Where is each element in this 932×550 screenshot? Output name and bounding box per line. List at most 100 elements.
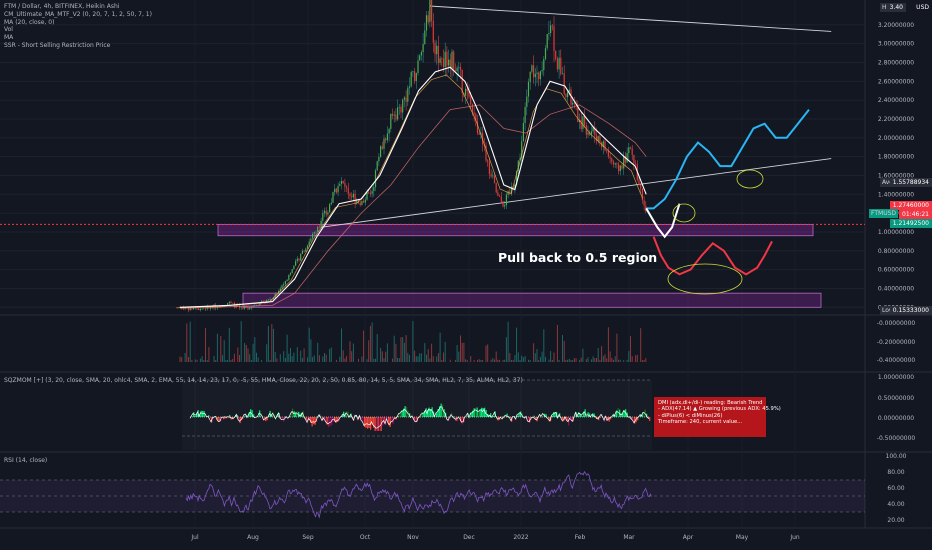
volume-bar bbox=[339, 356, 341, 362]
volume-bar bbox=[536, 349, 538, 362]
candle-body bbox=[232, 302, 234, 304]
volume-bar bbox=[351, 351, 353, 362]
volume-bar bbox=[456, 344, 458, 362]
volume-bar bbox=[274, 351, 276, 362]
volume-bar bbox=[346, 356, 348, 362]
candle-body bbox=[497, 192, 499, 196]
candle-body bbox=[281, 285, 283, 289]
candle-body bbox=[378, 156, 380, 162]
volume-bar bbox=[324, 352, 325, 362]
volume-bar bbox=[414, 350, 416, 362]
candle-body bbox=[356, 200, 358, 204]
sqz-histogram-bar bbox=[371, 417, 373, 425]
volume-bar bbox=[407, 352, 409, 362]
candle-body bbox=[611, 158, 613, 162]
legend-line[interactable]: MA (20, close, 0) bbox=[4, 18, 55, 26]
sqz-histogram-bar bbox=[217, 417, 219, 421]
candle-body bbox=[531, 65, 533, 72]
legend-title[interactable]: FTM / Dollar, 4h, BITFINEX, Heikin Ashi bbox=[4, 3, 120, 10]
sqz-histogram-bar bbox=[520, 411, 522, 417]
candle-body bbox=[395, 114, 397, 120]
sqz-histogram-bar bbox=[298, 411, 300, 417]
price-axis[interactable]: 3.20000000 3.00000000 2.80000000 2.60000000… bbox=[877, 22, 916, 524]
sqz-histogram-bar bbox=[434, 416, 436, 417]
candle-body bbox=[397, 107, 399, 120]
legend-line[interactable]: SSR - Short Selling Restriction Price bbox=[4, 41, 111, 49]
sqz-histogram-bar bbox=[361, 417, 363, 421]
volume-bar bbox=[186, 323, 188, 362]
volume-bar bbox=[630, 336, 631, 362]
volume-bar bbox=[604, 354, 606, 362]
sqz-histogram-bar bbox=[509, 417, 511, 418]
candle-body bbox=[449, 59, 451, 69]
sqz-histogram-bar bbox=[362, 417, 364, 424]
volume-bar bbox=[443, 352, 444, 362]
highlight-ellipse bbox=[667, 263, 743, 295]
candle-body bbox=[504, 205, 506, 207]
volume-bar bbox=[441, 359, 443, 362]
volume-bar bbox=[613, 359, 614, 362]
sqz-histogram-bar bbox=[271, 414, 273, 417]
time-tick-label: Feb bbox=[575, 534, 586, 541]
sqz-histogram-bar bbox=[398, 413, 400, 417]
low-label: Low bbox=[880, 306, 896, 315]
volume-bar bbox=[290, 347, 291, 362]
volume-bar bbox=[545, 356, 546, 362]
volume-bar bbox=[385, 351, 387, 362]
sqz-histogram-bar bbox=[227, 417, 229, 419]
volume-bar bbox=[482, 359, 484, 362]
sqz-histogram-bar bbox=[208, 415, 210, 417]
sqz-histogram-bar bbox=[614, 414, 616, 417]
sqz-histogram-bar bbox=[311, 417, 313, 427]
volume-bar bbox=[436, 356, 438, 362]
sqzmom-legend[interactable]: SQZMOM [+] (3, 20, close, SMA, 20, ohlc4… bbox=[4, 377, 523, 384]
candle-body bbox=[269, 299, 271, 300]
time-axis[interactable]: Jul Aug Sep Oct Nov Dec 2022 Feb Mar Apr May Jun bbox=[190, 534, 800, 541]
volume-bar bbox=[352, 343, 354, 362]
candle-body bbox=[410, 72, 412, 87]
volume-bar bbox=[203, 359, 205, 362]
volume-bar bbox=[237, 347, 239, 362]
sqz-histogram-bar bbox=[460, 417, 462, 422]
sqz-histogram-bar bbox=[422, 412, 424, 417]
volume-bar bbox=[618, 359, 620, 362]
sqz-histogram-bar bbox=[446, 417, 448, 418]
volume-bar bbox=[487, 344, 489, 362]
sqz-histogram-bar bbox=[305, 417, 307, 421]
candle-body bbox=[363, 201, 365, 203]
legend-line[interactable]: CM_Ultimate_MA_MTF_V2 (0, 20, 7, 1, 2, 5… bbox=[4, 10, 152, 18]
candle-body bbox=[628, 147, 630, 154]
candle-body bbox=[329, 204, 331, 213]
candle-body bbox=[544, 48, 547, 59]
sqz-histogram-bar bbox=[296, 411, 298, 417]
price-tick-label: 1.60000000 bbox=[878, 172, 914, 179]
candle-body bbox=[284, 280, 286, 285]
rsi-legend[interactable]: RSI (14, close) bbox=[4, 457, 48, 464]
candle-body bbox=[510, 186, 513, 194]
candle-body bbox=[361, 201, 363, 206]
sqz-histogram-bar bbox=[224, 417, 226, 419]
sqz-histogram-bar bbox=[476, 407, 478, 417]
volume-bar bbox=[371, 322, 373, 362]
volume-bar bbox=[317, 342, 319, 362]
sqz-histogram-bar bbox=[364, 417, 366, 428]
candle-body bbox=[289, 273, 292, 275]
candle-body bbox=[259, 302, 261, 306]
sqz-histogram-bar bbox=[566, 417, 568, 422]
volume-bar bbox=[405, 335, 407, 362]
volume-bar bbox=[499, 359, 501, 362]
ticker-label: FTMUSD bbox=[869, 209, 899, 218]
volume-bar bbox=[562, 335, 563, 362]
candle-body bbox=[587, 132, 589, 135]
legend-line[interactable]: MA bbox=[4, 34, 14, 42]
volume-bar bbox=[342, 350, 344, 362]
trendline bbox=[429, 5, 832, 32]
legend-line[interactable]: Vol bbox=[4, 26, 13, 34]
candle-body bbox=[461, 69, 463, 93]
currency-label[interactable]: USD bbox=[913, 3, 932, 12]
sqz-histogram-bar bbox=[394, 417, 396, 419]
volume-bar bbox=[383, 358, 385, 362]
candle-body bbox=[551, 25, 553, 27]
candle-body bbox=[408, 86, 411, 88]
sqz-histogram-bar bbox=[475, 407, 477, 417]
